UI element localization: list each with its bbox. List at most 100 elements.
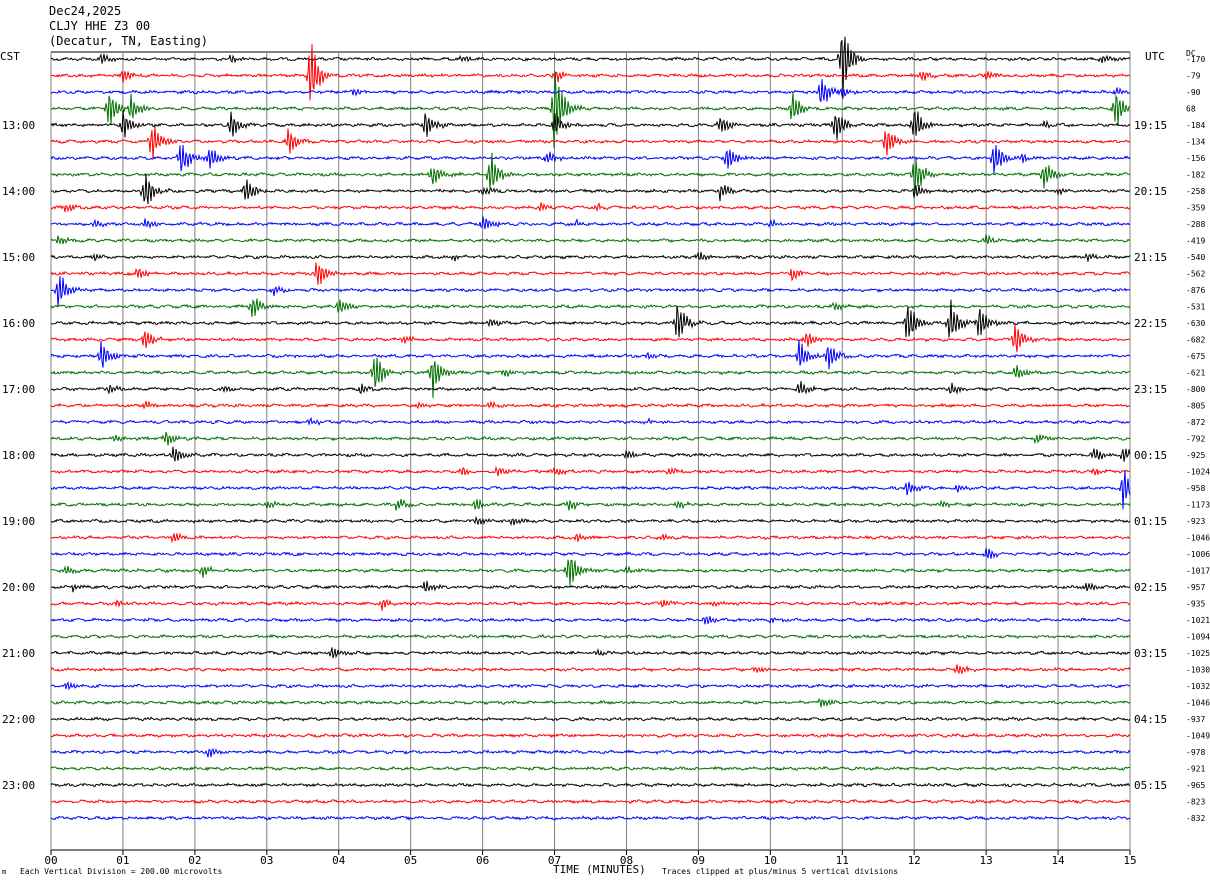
trace-line <box>50 400 1131 410</box>
dc-offset-label: -1021 <box>1186 616 1210 625</box>
trace-line <box>50 126 1131 159</box>
dc-offset-label: -921 <box>1186 765 1205 774</box>
left-timezone-label: CST <box>0 50 20 63</box>
dc-offset-label: -876 <box>1186 286 1205 295</box>
trace-line <box>50 548 1131 559</box>
x-tick-label: 10 <box>764 854 777 867</box>
trace-line <box>50 79 1131 102</box>
trace-line <box>50 680 1131 691</box>
dc-offset-label: -1017 <box>1186 567 1210 576</box>
dc-offset-label: -170 <box>1186 55 1205 64</box>
dc-offset-label: -359 <box>1186 204 1205 213</box>
dc-offset-label: -1006 <box>1186 550 1210 559</box>
x-tick-label: 11 <box>836 854 849 867</box>
trace-line <box>50 381 1130 395</box>
dc-offset-label: -1025 <box>1186 649 1210 658</box>
trace-line <box>50 173 1131 205</box>
x-tick-label: 09 <box>692 854 705 867</box>
trace-line <box>50 323 1131 353</box>
x-tick-label: 03 <box>260 854 273 867</box>
dc-offset-label: -184 <box>1186 121 1205 130</box>
trace-line <box>50 262 1131 285</box>
x-tick-label: 13 <box>980 854 993 867</box>
dc-offset-label: 68 <box>1186 105 1196 114</box>
dc-offset-label: -79 <box>1186 72 1201 81</box>
trace-line <box>50 216 1131 230</box>
utc-hour-label: 23:15 <box>1134 383 1167 396</box>
trace-line <box>50 470 1131 510</box>
trace-line <box>50 716 1131 722</box>
dc-offset-label: -1049 <box>1186 732 1210 741</box>
trace-line <box>50 616 1131 625</box>
trace-line <box>50 276 1131 308</box>
trace-line <box>50 234 1131 245</box>
corner-mark: m <box>2 868 7 876</box>
dc-offset-label: -872 <box>1186 418 1205 427</box>
utc-hour-label: 00:15 <box>1134 449 1167 462</box>
trace-line <box>50 732 1131 739</box>
scale-note: Each Vertical Division = 200.00 microvol… <box>20 867 223 876</box>
dc-offset-label: -288 <box>1186 220 1205 229</box>
dc-offset-label: -531 <box>1186 303 1205 312</box>
dc-offset-label: -1046 <box>1186 534 1210 543</box>
trace-line <box>50 36 1131 99</box>
dc-offset-label: -800 <box>1186 385 1205 394</box>
utc-hour-label: 20:15 <box>1134 185 1167 198</box>
trace-line <box>50 664 1131 675</box>
trace-line <box>50 201 1131 213</box>
x-tick-label: 15 <box>1123 854 1136 867</box>
x-tick-label: 06 <box>476 854 489 867</box>
dc-offset-label: -957 <box>1186 583 1205 592</box>
dc-offset-label: -965 <box>1186 781 1205 790</box>
cst-hour-label: 23:00 <box>2 779 35 792</box>
dc-offset-label: -1046 <box>1186 699 1210 708</box>
dc-offset-label: -562 <box>1186 270 1205 279</box>
dc-offset-label: -675 <box>1186 352 1205 361</box>
trace-line <box>50 110 1131 140</box>
trace-line <box>50 251 1131 262</box>
trace-line <box>50 357 1131 399</box>
dc-offset-label: -978 <box>1186 748 1205 757</box>
x-tick-label: 07 <box>548 854 561 867</box>
trace-line <box>50 144 1131 174</box>
trace-line <box>50 532 1131 544</box>
utc-hour-label: 02:15 <box>1134 581 1167 594</box>
utc-hour-label: 05:15 <box>1134 779 1167 792</box>
clip-note: Traces clipped at plus/minus 5 vertical … <box>662 867 899 876</box>
trace-line <box>51 580 1131 593</box>
trace-line <box>50 499 1131 511</box>
dc-offset-label: -682 <box>1186 336 1205 345</box>
dc-offset-label: -958 <box>1186 484 1205 493</box>
trace-line <box>50 446 1131 462</box>
dc-offset-label: -832 <box>1186 814 1205 823</box>
cst-hour-label: 20:00 <box>2 581 35 594</box>
trace-line <box>50 431 1131 446</box>
utc-hour-label: 19:15 <box>1134 119 1167 132</box>
dc-offset-label: -621 <box>1186 369 1205 378</box>
station-id: CLJY HHE Z3 00 <box>49 19 151 33</box>
x-tick-label: 14 <box>1051 854 1065 867</box>
cst-hour-label: 13:00 <box>2 119 35 132</box>
dc-offset-label: -1024 <box>1186 468 1210 477</box>
trace-line <box>50 416 1131 427</box>
x-tick-label: 08 <box>620 854 633 867</box>
utc-hour-label: 21:15 <box>1134 251 1167 264</box>
dc-offset-label: -1173 <box>1186 501 1210 510</box>
trace-line <box>50 298 1131 317</box>
cst-hour-label: 19:00 <box>2 515 35 528</box>
dc-offset-label: -923 <box>1186 517 1205 526</box>
dc-offset-label: -156 <box>1186 154 1205 163</box>
dc-offset-label: -805 <box>1186 402 1205 411</box>
dc-offset-label: -925 <box>1186 451 1205 460</box>
trace-line <box>50 299 1131 338</box>
station-date: Dec24,2025 <box>49 4 122 18</box>
dc-offset-label: -1030 <box>1186 666 1210 675</box>
trace-line <box>50 747 1131 758</box>
trace-line <box>50 815 1131 821</box>
x-tick-label: 01 <box>116 854 129 867</box>
trace-line <box>50 339 1131 370</box>
cst-hour-label: 21:00 <box>2 647 35 660</box>
dc-offset-label: -540 <box>1186 253 1205 262</box>
x-axis-label: TIME (MINUTES) <box>553 863 646 876</box>
